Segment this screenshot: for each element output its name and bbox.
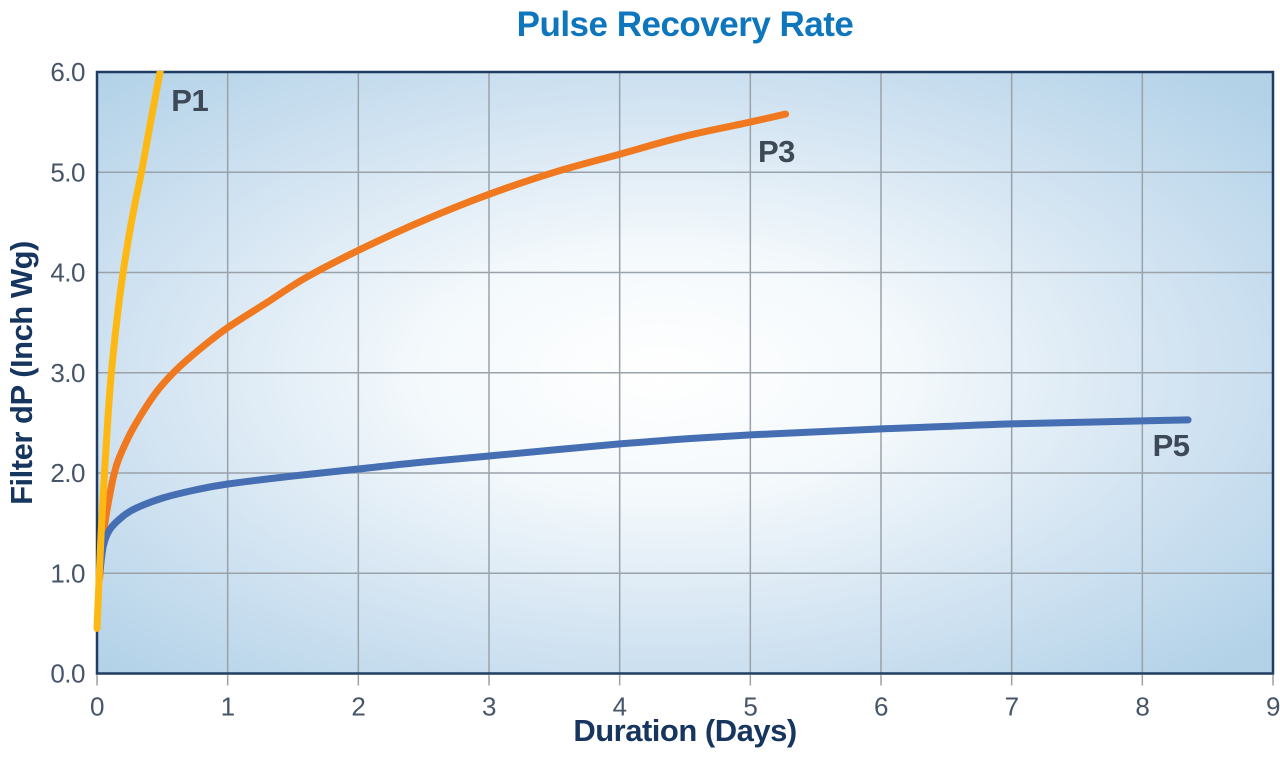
curves-group bbox=[93, 71, 1192, 632]
curve-P5 bbox=[96, 416, 1192, 577]
x-tick-label: 7 bbox=[1005, 692, 1019, 722]
y-tick-label: 5.0 bbox=[50, 157, 85, 187]
x-tick-label: 2 bbox=[351, 692, 365, 722]
y-tick-label: 4.0 bbox=[50, 258, 85, 288]
chart-title: Pulse Recovery Rate bbox=[516, 5, 854, 44]
x-axis-title: Duration (Days) bbox=[573, 713, 797, 748]
y-tick-label: 2.0 bbox=[50, 458, 85, 488]
y-tick-label: 3.0 bbox=[50, 358, 85, 388]
series-label-P5: P5 bbox=[1153, 428, 1190, 463]
x-tick-label: 6 bbox=[874, 692, 888, 722]
series-label-P1: P1 bbox=[171, 83, 208, 118]
x-tick-label: 8 bbox=[1135, 692, 1149, 722]
y-tick-label: 6.0 bbox=[50, 57, 85, 87]
x-tick-label: 3 bbox=[482, 692, 496, 722]
y-tick-label: 0.0 bbox=[50, 659, 85, 689]
y-tick-label: 1.0 bbox=[50, 558, 85, 588]
x-tick-label: 5 bbox=[743, 692, 757, 722]
x-tick-label: 0 bbox=[90, 692, 104, 722]
curve-P3 bbox=[96, 110, 790, 582]
x-tick-label: 9 bbox=[1266, 692, 1280, 722]
x-tick-label: 4 bbox=[613, 692, 627, 722]
x-tick-label: 1 bbox=[221, 692, 235, 722]
series-label-P3: P3 bbox=[758, 134, 795, 169]
plot-border bbox=[95, 70, 1275, 675]
curve-P1 bbox=[93, 71, 164, 632]
